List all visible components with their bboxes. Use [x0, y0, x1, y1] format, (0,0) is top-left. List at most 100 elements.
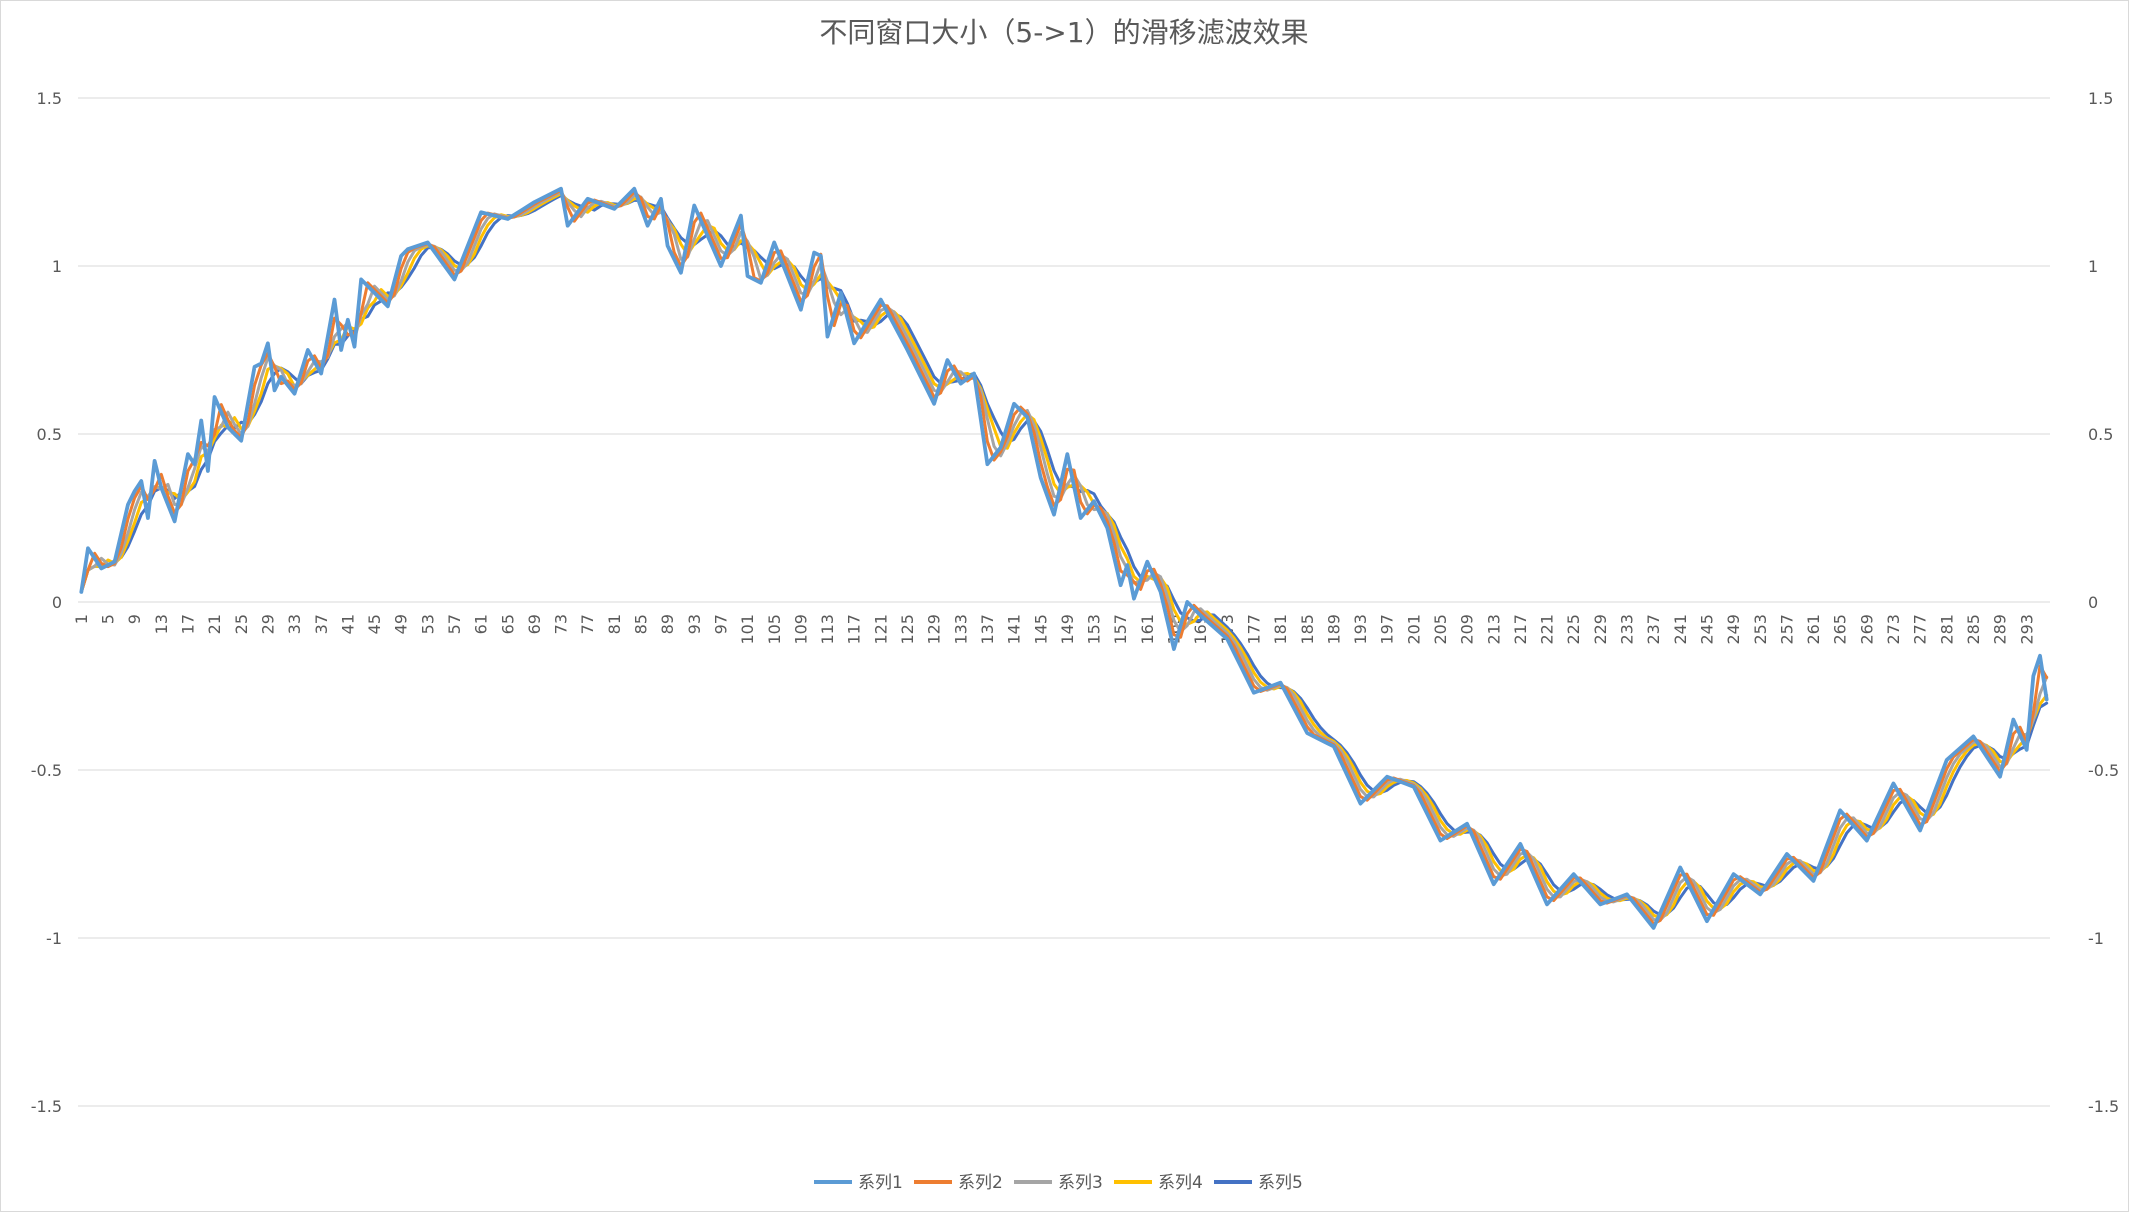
y-axis-right: 1.5 1 0.5 0 -0.5 -1 -1.5: [2088, 89, 2119, 1116]
y-tick-label-right: -1: [2088, 929, 2104, 948]
x-tick-label: 197: [1378, 614, 1397, 645]
y-tick-label-right: 0: [2088, 593, 2098, 612]
legend-label: 系列1: [858, 1173, 903, 1193]
x-tick-label: 121: [871, 614, 890, 645]
x-tick-label: 189: [1324, 614, 1343, 645]
x-tick-label: 185: [1298, 614, 1317, 645]
x-tick-label: 129: [925, 614, 944, 645]
x-tick-label: 209: [1458, 614, 1477, 645]
y-tick-label: -1: [46, 929, 62, 948]
x-tick-label: 137: [978, 614, 997, 645]
x-tick-label: 53: [418, 614, 437, 634]
x-tick-label: 25: [232, 614, 251, 634]
y-axis-left: 1.5 1 0.5 0 -0.5 -1 -1.5: [31, 89, 62, 1116]
plot-area: [79, 186, 2049, 930]
x-tick-label: 69: [525, 614, 544, 634]
x-tick-label: 273: [1884, 614, 1903, 645]
x-tick-label: 241: [1671, 614, 1690, 645]
x-tick-label: 61: [472, 614, 491, 634]
x-tick-label: 253: [1751, 614, 1770, 645]
x-tick-label: 117: [845, 614, 864, 645]
x-tick-label: 57: [445, 614, 464, 634]
x-tick-label: 277: [1911, 614, 1930, 645]
x-tick-label: 45: [365, 614, 384, 634]
x-tick-label: 21: [205, 614, 224, 634]
x-tick-label: 81: [605, 614, 624, 634]
x-tick-label: 49: [392, 614, 411, 634]
x-tick-label: 149: [1058, 614, 1077, 645]
x-tick-label: 177: [1244, 614, 1263, 645]
chart-title: 不同窗口大小（5->1）的滑移滤波效果: [819, 16, 1308, 49]
x-tick-label: 145: [1031, 614, 1050, 645]
legend-label: 系列3: [1058, 1173, 1103, 1193]
legend: 系列1 系列2 系列3 系列4 系列5: [814, 1173, 1303, 1193]
legend-label: 系列2: [958, 1173, 1003, 1193]
x-tick-label: 1: [72, 614, 91, 624]
x-tick-label: 201: [1404, 614, 1423, 645]
x-tick-label: 285: [1964, 614, 1983, 645]
x-tick-label: 5: [99, 614, 118, 624]
x-tick-label: 113: [818, 614, 837, 645]
x-tick-label: 41: [338, 614, 357, 634]
x-tick-label: 153: [1085, 614, 1104, 645]
x-tick-label: 13: [152, 614, 171, 634]
x-tick-label: 193: [1351, 614, 1370, 645]
legend-label: 系列5: [1258, 1173, 1303, 1193]
x-tick-label: 77: [578, 614, 597, 634]
x-tick-label: 109: [791, 614, 810, 645]
x-tick-label: 237: [1644, 614, 1663, 645]
x-tick-label: 73: [552, 614, 571, 634]
x-tick-label: 133: [951, 614, 970, 645]
y-tick-label: -0.5: [31, 761, 62, 780]
legend-label: 系列4: [1158, 1173, 1203, 1193]
y-tick-label: 1: [52, 257, 62, 276]
x-tick-label: 249: [1724, 614, 1743, 645]
x-tick-label: 221: [1538, 614, 1557, 645]
x-tick-label: 33: [285, 614, 304, 634]
x-tick-label: 93: [685, 614, 704, 634]
x-tick-label: 125: [898, 614, 917, 645]
series-line-1: [79, 186, 2049, 930]
x-tick-label: 65: [498, 614, 517, 634]
x-tick-label: 85: [632, 614, 651, 634]
y-tick-label-right: 0.5: [2088, 425, 2113, 444]
x-tick-label: 205: [1431, 614, 1450, 645]
x-tick-label: 29: [258, 614, 277, 634]
x-tick-label: 269: [1857, 614, 1876, 645]
x-tick-label: 261: [1804, 614, 1823, 645]
y-tick-label: -1.5: [31, 1097, 62, 1116]
x-tick-label: 293: [2017, 614, 2036, 645]
x-tick-label: 213: [1484, 614, 1503, 645]
x-tick-label: 105: [765, 614, 784, 645]
x-tick-label: 9: [125, 614, 144, 624]
x-tick-label: 181: [1271, 614, 1290, 645]
series-line-3: [79, 190, 2049, 922]
series-line-2: [79, 188, 2049, 926]
y-tick-label: 1.5: [37, 89, 62, 108]
x-tick-label: 161: [1138, 614, 1157, 645]
y-tick-label-right: 1.5: [2088, 89, 2113, 108]
x-tick-label: 97: [711, 614, 730, 634]
x-tick-label: 265: [1831, 614, 1850, 645]
x-tick-label: 157: [1111, 614, 1130, 645]
y-tick-label-right: -0.5: [2088, 761, 2119, 780]
y-tick-label-right: 1: [2088, 257, 2098, 276]
x-tick-label: 101: [738, 614, 757, 645]
y-tick-label: 0.5: [37, 425, 62, 444]
x-tick-label: 245: [1697, 614, 1716, 645]
x-tick-label: 225: [1564, 614, 1583, 645]
x-tick-label: 17: [179, 614, 198, 634]
y-tick-label-right: -1.5: [2088, 1097, 2119, 1116]
x-tick-label: 217: [1511, 614, 1530, 645]
y-tick-label: 0: [52, 593, 62, 612]
x-axis: 1 5 9 13 17 21 25 29 33 37 41 45 49 53 57 61 65 69 73 77 81 8…: [72, 614, 2036, 645]
x-tick-label: 233: [1618, 614, 1637, 645]
x-tick-label: 281: [1937, 614, 1956, 645]
x-tick-label: 37: [312, 614, 331, 634]
x-tick-label: 289: [1991, 614, 2010, 645]
x-tick-label: 141: [1005, 614, 1024, 645]
x-tick-label: 257: [1777, 614, 1796, 645]
